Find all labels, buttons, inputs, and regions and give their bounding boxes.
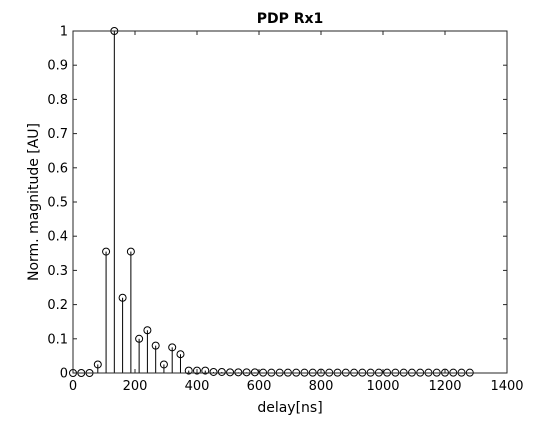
stem-marker bbox=[118, 293, 127, 302]
x-axis-title: delay[ns] bbox=[257, 400, 322, 416]
stem-marker bbox=[184, 366, 193, 375]
stem-marker bbox=[242, 368, 251, 377]
stem-marker bbox=[250, 368, 259, 377]
y-ticks-group: 0 0.1 0.2 0.3 0.4 0.5 0.6 0.7 0.8 0.9 1 bbox=[47, 25, 507, 382]
y-tick-label: 0.9 bbox=[47, 59, 68, 74]
y-tick-label: 0.5 bbox=[47, 196, 68, 211]
y-tick-label: 0.2 bbox=[47, 298, 68, 313]
y-tick-label: 0.3 bbox=[47, 264, 68, 279]
x-tick-label: 1000 bbox=[366, 379, 399, 394]
x-tick-label: 600 bbox=[247, 379, 272, 394]
stem-marker bbox=[176, 350, 185, 359]
y-tick-label: 0.7 bbox=[47, 127, 68, 142]
y-tick-label: 0.8 bbox=[47, 93, 68, 108]
chart-title: PDP Rx1 bbox=[257, 11, 324, 27]
stem-marker bbox=[159, 360, 168, 369]
x-tick-label: 1400 bbox=[490, 379, 523, 394]
y-tick-label: 0.1 bbox=[47, 332, 68, 347]
plot-area bbox=[73, 31, 507, 373]
x-tick-label: 200 bbox=[123, 379, 148, 394]
stem-marker bbox=[151, 341, 160, 350]
y-tick-label: 0.6 bbox=[47, 161, 68, 176]
x-tick-label: 400 bbox=[185, 379, 210, 394]
y-tick-label: 0 bbox=[60, 367, 68, 382]
stem-marker bbox=[126, 247, 135, 256]
stem-marker bbox=[201, 366, 210, 375]
y-tick-label: 0.4 bbox=[47, 230, 68, 245]
stem-marker bbox=[226, 368, 235, 377]
x-tick-label: 800 bbox=[309, 379, 334, 394]
x-tick-label: 0 bbox=[69, 379, 77, 394]
stem-marker bbox=[102, 247, 111, 256]
stem-marker bbox=[93, 360, 102, 369]
y-tick-label: 1 bbox=[60, 25, 68, 40]
stem-marker bbox=[217, 367, 226, 376]
stem-marker bbox=[168, 343, 177, 352]
x-ticks-group: 0 200 400 600 800 1000 1200 1400 bbox=[69, 31, 524, 394]
stem-marker bbox=[234, 368, 243, 377]
x-tick-label: 1200 bbox=[428, 379, 461, 394]
stem-marker bbox=[193, 366, 201, 375]
stem-marker bbox=[143, 326, 152, 335]
stem-marker bbox=[209, 367, 218, 376]
y-axis-title: Norm. magnitude [AU] bbox=[26, 123, 42, 281]
stem-marker bbox=[135, 334, 144, 343]
